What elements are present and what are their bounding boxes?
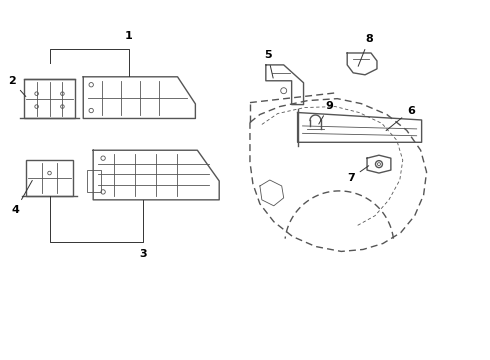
Text: 1: 1 (125, 31, 133, 41)
Bar (25, 160, 74, 196)
Text: 5: 5 (264, 50, 273, 78)
Bar (24, 79, 75, 118)
Text: 3: 3 (139, 249, 147, 260)
Text: 7: 7 (347, 166, 369, 183)
Text: 8: 8 (358, 34, 373, 66)
Bar (87, 170, 101, 192)
Text: 9: 9 (319, 100, 333, 124)
Text: 6: 6 (386, 105, 415, 131)
Text: 2: 2 (8, 76, 26, 96)
Text: 4: 4 (12, 180, 32, 215)
